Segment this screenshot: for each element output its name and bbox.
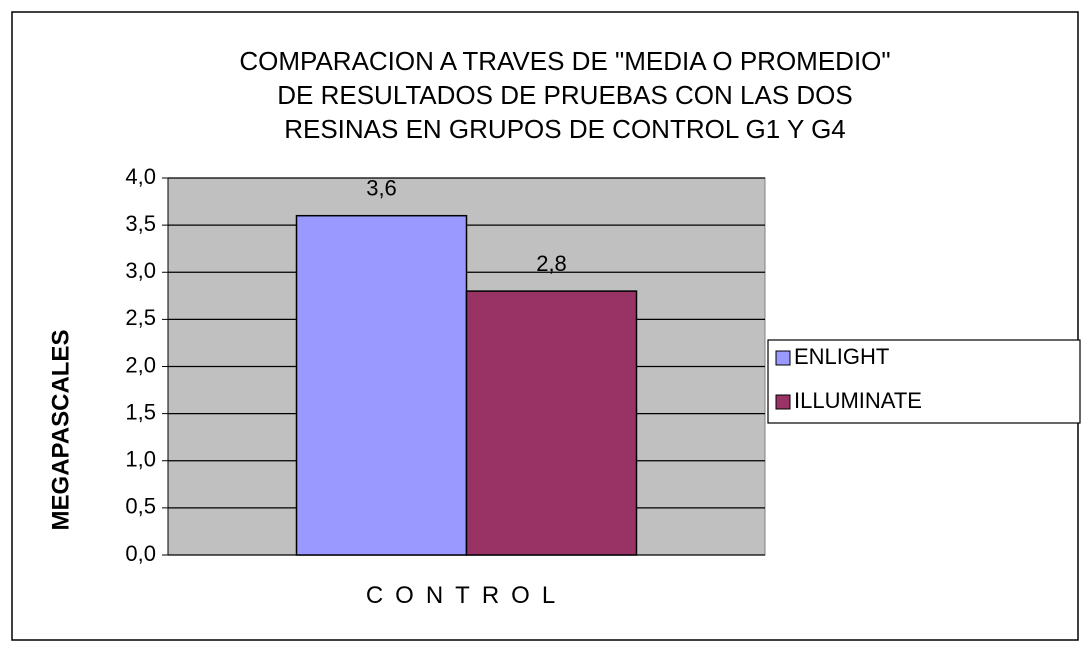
y-tick-label: 0,5 xyxy=(125,494,156,519)
y-axis-label: MEGAPASCALES xyxy=(47,330,74,531)
y-tick-label: 1,5 xyxy=(125,399,156,424)
y-tick-label: 3,5 xyxy=(125,211,156,236)
legend-swatch xyxy=(775,394,791,410)
legend-swatch xyxy=(775,350,791,366)
chart-title: COMPARACION A TRAVES DE "MEDIA O PROMEDI… xyxy=(239,46,890,144)
y-tick-label: 1,0 xyxy=(125,447,156,472)
legend-label: ENLIGHT xyxy=(794,344,889,369)
y-tick-label: 3,0 xyxy=(125,258,156,283)
x-tick-label: CONTROL xyxy=(366,582,567,609)
value-label: 2,8 xyxy=(536,251,567,276)
bar xyxy=(295,214,468,556)
y-tick-label: 2,0 xyxy=(125,352,156,377)
legend-label: ILLUMINATE xyxy=(794,388,922,413)
y-tick-label: 4,0 xyxy=(125,164,156,189)
y-tick-label: 2,5 xyxy=(125,305,156,330)
bar xyxy=(465,290,638,556)
legend-box xyxy=(767,339,1081,424)
value-label: 3,6 xyxy=(366,176,397,201)
y-tick-label: 0,0 xyxy=(125,541,156,566)
